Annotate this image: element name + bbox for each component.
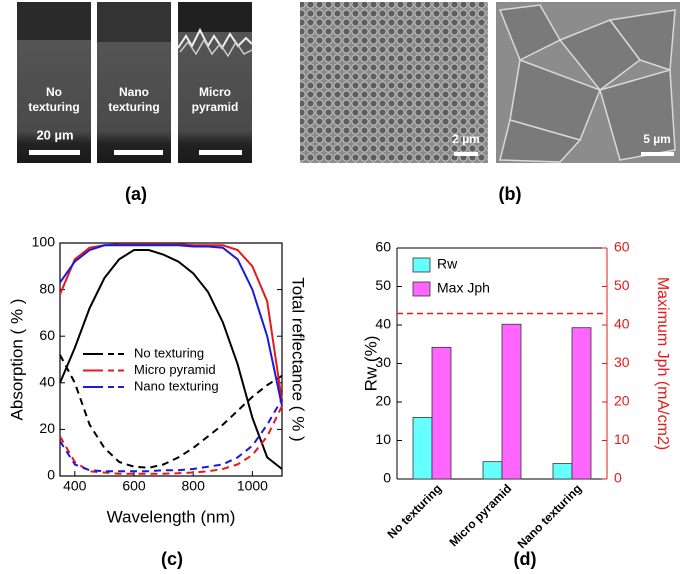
scale-bar-label: 5 µm <box>643 132 671 146</box>
panel-label: (b) <box>499 184 522 204</box>
x-axis-label: Wavelength (nm) <box>107 507 236 526</box>
absorption-line <box>59 243 283 402</box>
panel-label: (a) <box>125 184 147 204</box>
pyramid-edge <box>177 27 253 50</box>
y-tick-label: 60 <box>39 327 55 343</box>
scale-bar <box>454 152 478 156</box>
bar <box>501 323 522 480</box>
image-region <box>17 2 91 40</box>
x-tick-label: Nano texturing <box>515 481 585 551</box>
y-tick-label: 100 <box>32 234 56 250</box>
y2-tick-label: 50 <box>614 277 630 293</box>
y2-tick-label: 30 <box>614 354 630 370</box>
y-tick-label: 30 <box>375 354 391 370</box>
image-label: Nano texturing <box>108 85 160 114</box>
legend-label: Max Jph <box>437 280 490 296</box>
y2-axis-label: Maximum Jph (mA/cm2) <box>654 277 671 450</box>
x-tick-label: 600 <box>122 478 146 494</box>
x-tick-label: 800 <box>182 478 206 494</box>
y2-axis-label: Total reflectance ( % ) <box>289 277 308 441</box>
y-tick-label: 60 <box>375 239 391 255</box>
plot-frame <box>59 242 283 477</box>
y-tick-label: 10 <box>375 431 391 447</box>
pyramid-edge <box>179 38 253 58</box>
panel-label: (d) <box>514 549 537 569</box>
sem-image <box>300 2 488 163</box>
scale-bar <box>29 150 80 155</box>
grain-pattern <box>498 4 676 163</box>
y-tick-label: 50 <box>375 277 391 293</box>
bar <box>552 463 573 480</box>
absorption-line <box>59 244 283 407</box>
scale-bar <box>641 152 674 156</box>
y2-tick-label: 0 <box>614 470 622 486</box>
y-tick-label: 20 <box>39 420 55 436</box>
image-region <box>97 2 171 42</box>
x-tick-label: No texturing <box>384 481 444 541</box>
x-tick-label: Micro pyramid <box>446 481 514 549</box>
bar <box>431 346 452 480</box>
x-tick-label: 1000 <box>237 478 268 494</box>
y-axis-label: Rw (%) <box>361 336 380 392</box>
legend-swatch <box>412 281 431 297</box>
image-region <box>178 2 252 32</box>
scale-bar-label: 2 µm <box>452 132 480 146</box>
y2-tick-label: 40 <box>614 316 630 332</box>
y-tick-label: 0 <box>47 467 55 483</box>
y2-tick-label: 60 <box>614 239 630 255</box>
legend-label: Rw <box>437 256 458 272</box>
y-tick-label: 80 <box>39 280 55 296</box>
image-label: No texturing <box>28 85 80 114</box>
y-tick-label: 40 <box>375 316 391 332</box>
reflectance-line <box>59 405 283 475</box>
scale-bar <box>114 150 163 155</box>
legend-label: Nano texturing <box>134 378 219 393</box>
y-tick-label: 0 <box>383 470 391 486</box>
y2-tick-label: 10 <box>614 431 630 447</box>
scale-bar <box>199 150 242 155</box>
image-label: Micro pyramid <box>191 85 239 114</box>
panel-label: (c) <box>161 549 183 569</box>
legend-label: Micro pyramid <box>134 362 216 377</box>
reflectance-line <box>59 354 283 469</box>
x-tick-label: 400 <box>63 478 87 494</box>
y-axis-label: Absorption ( % ) <box>7 299 26 421</box>
bar <box>482 461 503 480</box>
bar <box>412 416 433 480</box>
legend-label: No texturing <box>134 345 204 360</box>
reflectance-line <box>59 398 283 473</box>
scale-bar-label: 20 µm <box>36 127 73 142</box>
y2-tick-label: 20 <box>614 393 630 409</box>
legend-swatch <box>412 257 431 273</box>
bar <box>571 327 592 480</box>
y-tick-label: 40 <box>39 374 55 390</box>
y-tick-label: 20 <box>375 393 391 409</box>
absorption-line <box>59 249 283 470</box>
